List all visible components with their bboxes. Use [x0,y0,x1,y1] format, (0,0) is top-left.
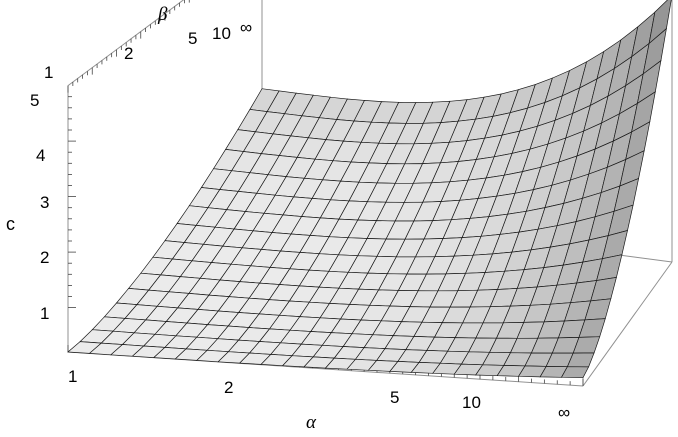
surface-patch [560,366,590,379]
x-axis-tick-labels: 1 2 5 10 ∞ [68,367,570,422]
x-tick-label-2: 2 [224,378,233,397]
z-tick-label-1: 1 [40,304,49,323]
z-tick-label-5: 5 [30,91,39,110]
x-tick-label-1: 1 [68,367,77,386]
y-axis-title: β [157,4,168,25]
z-axis-tick-labels: 1 2 3 4 5 [30,91,49,323]
z-tick-label-4: 4 [36,146,45,165]
surface [67,0,672,379]
box-edge-left-top [67,0,185,87]
y-tick-label-5: 5 [188,29,197,48]
y-tick-label-inf: ∞ [240,18,252,37]
z-tick-label-2: 2 [40,248,49,267]
y-tick-label-2: 2 [124,44,133,63]
x-tick-label-inf: ∞ [558,403,570,422]
x-tick-label-5: 5 [390,388,399,407]
z-axis-title: c [6,214,15,234]
y-tick-label-10: 10 [212,24,231,43]
box-edge-right-bottom [582,261,673,387]
y-axis-tick-labels: 1 2 5 10 ∞ [44,18,252,82]
x-tick-label-10: 10 [462,393,481,412]
z-tick-label-3: 3 [40,193,49,212]
x-axis-title: α [306,412,317,433]
y-tick-label-1: 1 [44,63,53,82]
